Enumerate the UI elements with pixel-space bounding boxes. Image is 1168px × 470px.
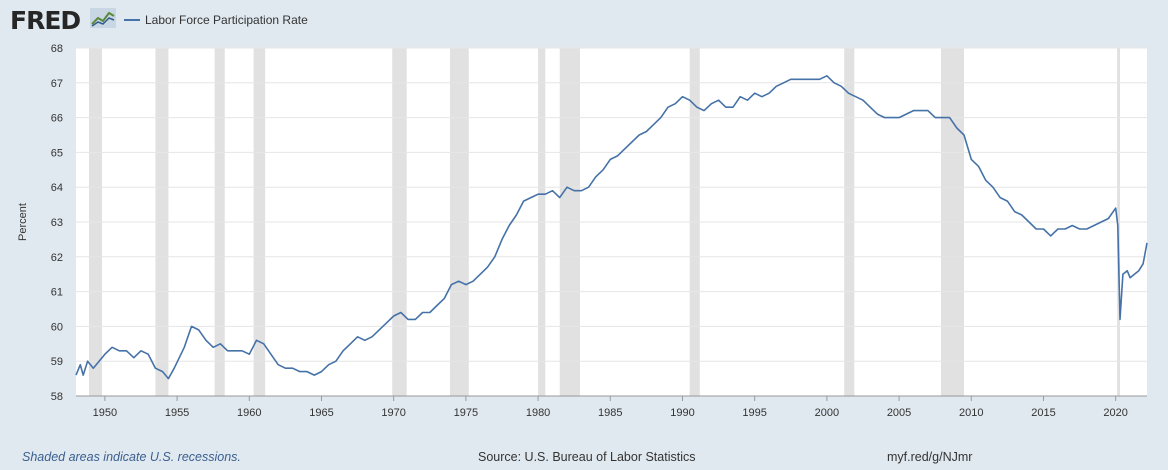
y-tick-label: 62	[51, 252, 63, 264]
x-tick-label: 2010	[959, 407, 983, 419]
y-axis-label: Percent	[17, 203, 29, 241]
x-tick-label: 1975	[454, 407, 478, 419]
series-line	[75, 75, 1148, 380]
x-tick-label: 2015	[1031, 407, 1055, 419]
source-note: Source: U.S. Bureau of Labor Statistics	[478, 450, 696, 464]
chart-footer: Shaded areas indicate U.S. recessions. S…	[0, 450, 1168, 468]
legend-swatch	[124, 19, 140, 21]
recession-note: Shaded areas indicate U.S. recessions.	[22, 450, 241, 464]
fred-logo[interactable]: FRED	[10, 6, 81, 35]
chart-legend: Labor Force Participation Rate	[124, 12, 308, 28]
y-tick-label: 60	[51, 321, 63, 333]
x-tick-label: 1990	[670, 407, 694, 419]
chart-header: FRED Labor Force Participation Rate	[0, 0, 1168, 40]
y-tick-label: 65	[51, 147, 63, 159]
y-tick-label: 67	[51, 78, 63, 90]
y-tick-label: 61	[51, 287, 63, 299]
y-tick-label: 59	[51, 356, 63, 368]
x-tick-label: 1995	[742, 407, 766, 419]
chart-line-icon	[90, 8, 116, 28]
x-tick-label: 1965	[309, 407, 333, 419]
x-tick-label: 2020	[1103, 407, 1127, 419]
x-tick-label: 1970	[381, 407, 405, 419]
x-tick-label: 1960	[237, 407, 261, 419]
x-tick-label: 1985	[598, 407, 622, 419]
x-tick-label: 2005	[887, 407, 911, 419]
x-tick-label: 2000	[815, 407, 839, 419]
legend-series-label: Labor Force Participation Rate	[145, 13, 308, 27]
x-tick-label: 1950	[93, 407, 117, 419]
y-tick-label: 68	[51, 43, 63, 55]
y-tick-label: 64	[51, 182, 63, 194]
x-tick-label: 1980	[526, 407, 550, 419]
y-tick-label: 66	[51, 113, 63, 125]
short-link[interactable]: myf.red/g/NJmr	[887, 450, 973, 464]
y-tick-label: 58	[51, 391, 63, 403]
x-tick-label: 1955	[165, 407, 189, 419]
y-tick-label: 63	[51, 217, 63, 229]
